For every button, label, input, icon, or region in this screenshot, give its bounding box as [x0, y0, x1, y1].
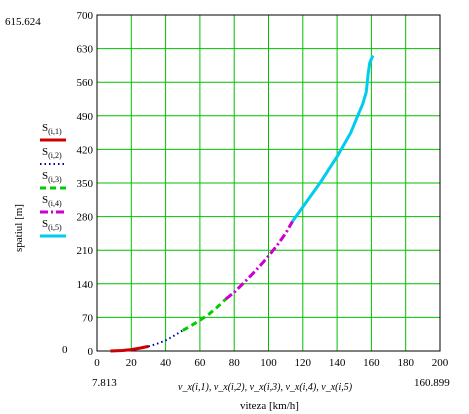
x-tick-label: 0	[94, 357, 100, 369]
series-line-5	[291, 54, 375, 223]
x-tick-label: 200	[432, 357, 449, 369]
legend-label-2: S(i,2)	[42, 146, 62, 160]
x-axis-label: viteza [km/h]	[240, 400, 299, 412]
x-tick-label: 100	[260, 357, 277, 369]
y-tick-label: 630	[77, 44, 94, 56]
y-min-range-label: 0	[62, 344, 68, 356]
y-tick-label: 70	[82, 312, 94, 324]
x-series-label: v_x(i,1), v_x(i,2), v_x(i,3), v_x(i,4), …	[178, 382, 353, 393]
x-tick-label: 60	[194, 357, 206, 369]
y-tick-label: 490	[77, 111, 94, 123]
y-tick-label: 700	[77, 10, 94, 22]
series-line-3	[182, 298, 227, 332]
y-tick-label: 420	[77, 144, 94, 156]
legend-label-3: S(i,3)	[42, 170, 62, 184]
x-max-range-label: 160.899	[414, 377, 450, 389]
y-tick-label: 280	[77, 212, 94, 224]
series-lines	[110, 54, 375, 353]
series-line-2	[148, 329, 184, 348]
x-min-range-label: 7.813	[92, 377, 117, 389]
y-tick-label: 560	[77, 77, 94, 89]
y-tick-label: 0	[88, 346, 94, 358]
x-tick-label: 140	[329, 357, 346, 369]
y-tick-label: 350	[77, 178, 94, 190]
plot-frame	[96, 14, 441, 352]
legend-label-1: S(i,1)	[42, 122, 62, 136]
x-tick-label: 160	[363, 357, 380, 369]
grid	[97, 15, 440, 351]
y-tick-label: 210	[77, 245, 94, 257]
y-axis-label: spatiul [m]	[13, 204, 25, 252]
y-tick-labels: 0 70 140 210 280 350 420 490 560 630 700	[77, 10, 94, 358]
x-tick-label: 40	[160, 357, 172, 369]
legend: S(i,1) S(i,2) S(i,3) S(i,4) S(i,5)	[40, 122, 66, 238]
x-tick-label: 80	[229, 357, 241, 369]
series-line-1	[110, 344, 149, 353]
y-tick-label: 140	[77, 279, 94, 291]
x-tick-labels: 0 20 40 60 80 100 120 140 160 180 200	[94, 357, 449, 369]
x-tick-label: 180	[397, 357, 414, 369]
y-max-range-label: 615.624	[5, 16, 41, 28]
legend-label-5: S(i,5)	[42, 218, 62, 232]
x-tick-label: 120	[295, 357, 312, 369]
series-line-4	[224, 220, 294, 301]
legend-label-4: S(i,4)	[42, 194, 62, 208]
x-tick-label: 20	[126, 357, 138, 369]
